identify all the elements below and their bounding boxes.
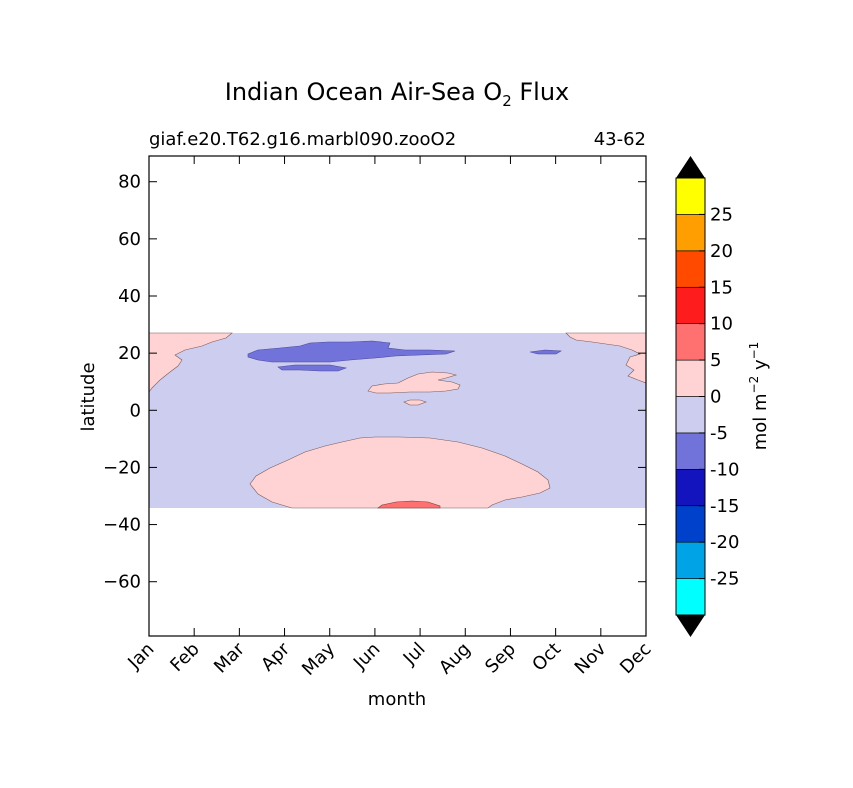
contour-region-neg10-neg5-lower [277, 364, 348, 372]
x-tick-label: Jun [349, 639, 384, 674]
y-tick-label: 0 [130, 400, 141, 421]
colorbar-tick-label: 25 [710, 204, 733, 225]
x-tick-label: Feb [166, 639, 203, 676]
y-tick-label: 80 [118, 172, 141, 193]
chart-title-subscript: 2 [502, 92, 512, 110]
colorbar-label-exp1: −2 [747, 376, 761, 394]
colorbar-segment [675, 505, 706, 543]
contour-region-0-5-south [249, 436, 551, 509]
x-tick-label: Oct [528, 639, 565, 676]
y-axis-label: latitude [78, 362, 99, 431]
x-tick-label: Jul [399, 639, 430, 670]
chart-title: Indian Ocean Air-Sea O2 Flux [225, 78, 570, 110]
colorbar-extend-min [676, 615, 705, 637]
y-tick-label: 60 [118, 229, 141, 250]
colorbar-extend-max [676, 156, 705, 178]
colorbar-segment [675, 432, 706, 470]
x-axis-label: month [368, 689, 426, 710]
colorbar-segment [675, 469, 706, 507]
colorbar-label-main: mol m [750, 393, 771, 450]
colorbar-segment [675, 250, 706, 288]
plot-area [149, 156, 646, 636]
x-tick-label: Mar [210, 638, 249, 677]
colorbar-label: mol m−2 y−1 [747, 342, 771, 451]
y-tick-label: −20 [103, 457, 141, 478]
colorbar-tick-label: 5 [710, 350, 721, 371]
colorbar-tick-label: -5 [710, 423, 728, 444]
y-tick-label: −40 [103, 515, 141, 536]
contour-region-neg10-neg5-upper [247, 340, 456, 363]
x-tick-label: Nov [571, 638, 611, 678]
colorbar-segment [675, 396, 706, 434]
colorbar-tick-label: 10 [710, 314, 733, 335]
subtitle-right: 43-62 [594, 129, 646, 150]
y-tick-label: 20 [118, 343, 141, 364]
colorbar-segment [675, 323, 706, 361]
colorbar-tick-label: -25 [710, 569, 739, 590]
colorbar-tick-label: -10 [710, 459, 739, 480]
colorbar-segment [675, 541, 706, 579]
y-axis: 80 60 40 20 0 −20 −40 −60 [103, 172, 646, 593]
colorbar-tick-label: 15 [710, 277, 733, 298]
x-tick-label: Dec [616, 639, 655, 678]
x-tick-label: Aug [435, 639, 475, 679]
colorbar-tick-label: 20 [710, 241, 733, 262]
plot-frame [148, 155, 647, 637]
contour-region-neg10-neg5-east [529, 349, 562, 355]
chart-title-main: Indian Ocean Air-Sea O [225, 78, 502, 106]
subtitle-left: giaf.e20.T62.g16.marbl090.zooO2 [149, 129, 456, 150]
colorbar-segment [675, 359, 706, 397]
colorbar-segment [675, 214, 706, 252]
x-tick-label: Apr [257, 638, 294, 675]
contour-region-5-10 [377, 500, 441, 509]
colorbar-segment [675, 286, 706, 324]
colorbar: -25 -20 -15 -10 -5 0 5 10 15 20 25 [675, 156, 739, 637]
contour-region-0-5-northeast [565, 332, 646, 384]
x-tick-label: May [298, 638, 339, 679]
x-tick-label: Sep [481, 639, 520, 678]
colorbar-label-mid: y [750, 359, 771, 376]
y-tick-label: −60 [103, 572, 141, 593]
colorbar-segment [675, 578, 706, 616]
colorbar-tick-label: -20 [710, 532, 739, 553]
colorbar-segment [675, 177, 706, 215]
colorbar-label-exp2: −1 [747, 342, 761, 360]
chart-title-end: Flux [512, 78, 570, 106]
colorbar-tick-label: 0 [710, 387, 721, 408]
contour-region-0-5-northwest [149, 332, 233, 393]
y-tick-label: 40 [118, 286, 141, 307]
x-tick-label: Jan [123, 639, 158, 674]
contour-region-0-5-arabian [367, 371, 461, 394]
contour-region-0-5-small [403, 399, 427, 406]
colorbar-tick-label: -15 [710, 496, 739, 517]
